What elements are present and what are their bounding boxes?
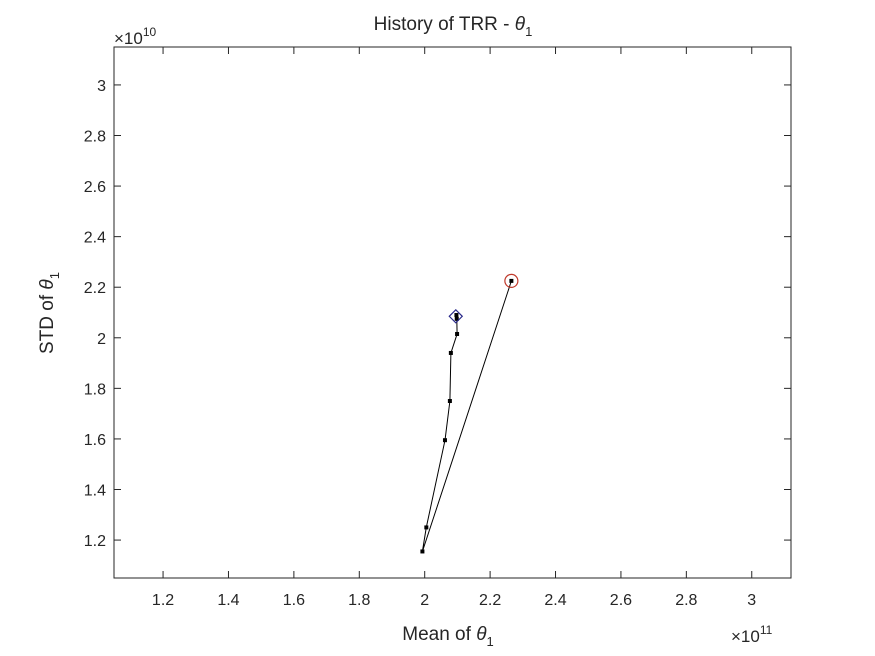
x-tick-label: 3 [747,592,756,609]
y-tick-label: 2 [97,331,106,348]
x-axis-label: Mean of θ1 [402,624,493,649]
data-point [447,399,452,403]
y-tick-label: 1.2 [84,533,106,550]
y-axis-ticks: 1.2 1.4 1.6 1.8 2 2.2 2.4 2.6 2.8 3 [84,78,791,550]
y-tick-label: 2.6 [84,179,106,196]
data-point [424,525,429,530]
x-tick-label: 1.6 [283,592,305,609]
x-tick-label: 2.4 [544,592,566,609]
x-tick-label: 1.4 [217,592,239,609]
x-axis-ticks: 1.2 1.4 1.6 1.8 2 2.2 2.4 2.6 2.8 3 [152,47,756,609]
x-tick-label: 2.8 [675,592,697,609]
x-tick-label: 2.2 [479,592,501,609]
x-tick-label: 2 [420,592,429,609]
chart-title: History of TRR - θ1 [374,14,533,39]
y-tick-label: 2.8 [84,129,106,146]
y-tick-label: 3 [97,78,106,95]
y-axis-label: STD of θ1 [37,272,62,354]
data-point [454,313,459,318]
x-tick-label: 1.2 [152,592,174,609]
y-tick-label: 1.6 [84,432,106,449]
y-tick-label: 2.4 [84,230,106,247]
y-tick-label: 1.8 [84,381,106,398]
data-point [442,438,447,443]
series-layer [420,278,514,554]
data-point [420,549,425,554]
data-point [509,278,514,283]
end-marker-diamond [448,308,464,324]
data-point [455,331,460,336]
special-markers [448,273,519,324]
y-tick-label: 1.4 [84,483,106,500]
y-axis-exponent: ×1010 [114,25,157,48]
x-tick-label: 1.8 [348,592,370,609]
data-point [448,350,453,355]
x-tick-label: 2.6 [610,592,632,609]
data-point [454,316,459,321]
y-tick-label: 2.2 [84,280,106,297]
start-marker-circle [504,273,519,288]
x-axis-exponent: ×1011 [731,623,773,646]
